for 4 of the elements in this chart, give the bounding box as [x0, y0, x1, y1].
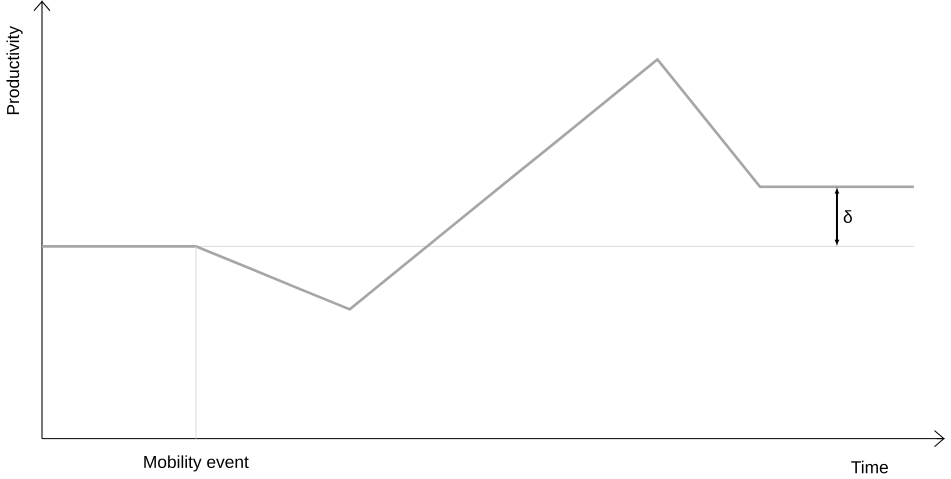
y-axis-title: Productivity: [6, 26, 23, 114]
x-axis-title: Time: [851, 460, 888, 474]
text: Mobility event: [144, 455, 249, 472]
annotation: δ: [844, 210, 852, 223]
